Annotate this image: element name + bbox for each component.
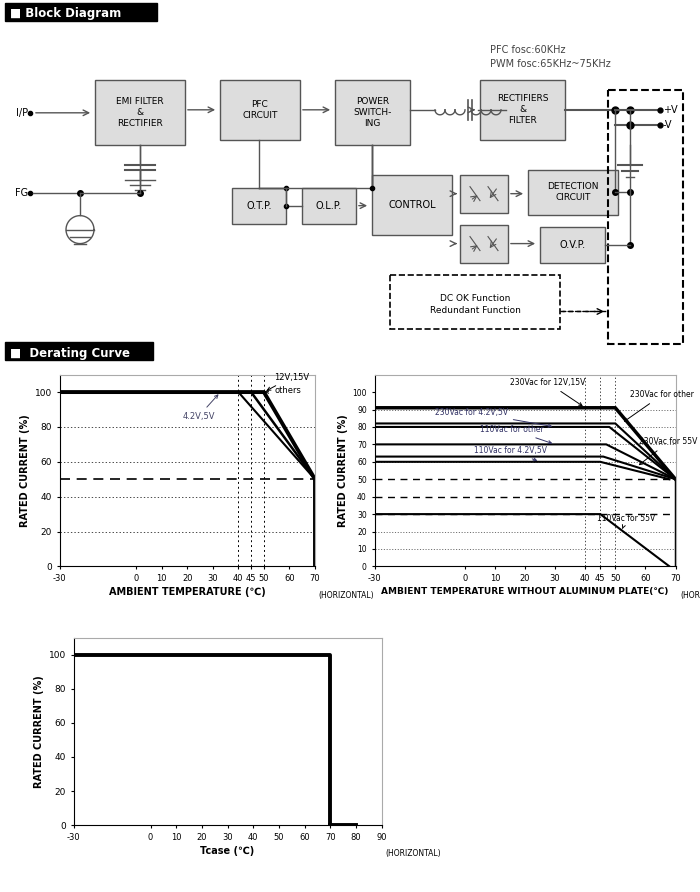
Text: 230Vac for 12V,15V: 230Vac for 12V,15V <box>510 378 585 406</box>
Text: 4.2V,5V: 4.2V,5V <box>182 395 218 421</box>
Text: 110Vac for 55V: 110Vac for 55V <box>597 514 655 529</box>
Bar <box>528 169 618 215</box>
Text: (HORIZONTAL): (HORIZONTAL) <box>318 591 374 599</box>
Text: FG: FG <box>15 187 29 198</box>
Bar <box>372 175 452 235</box>
Text: (HORIZONTAL): (HORIZONTAL) <box>680 591 700 599</box>
Bar <box>335 80 410 145</box>
X-axis label: Tcase (℃): Tcase (℃) <box>200 846 255 856</box>
Text: I/P: I/P <box>16 108 28 118</box>
Bar <box>460 225 508 262</box>
Text: O.V.P.: O.V.P. <box>559 240 586 250</box>
Bar <box>302 187 356 224</box>
Y-axis label: RATED CURRENT (%): RATED CURRENT (%) <box>338 414 348 527</box>
Text: 230Vac for 55V: 230Vac for 55V <box>639 437 698 465</box>
X-axis label: AMBIENT TEMPERATURE WITHOUT ALUMINUM PLATE(℃): AMBIENT TEMPERATURE WITHOUT ALUMINUM PLA… <box>382 587 668 596</box>
Text: ■ Block Diagram: ■ Block Diagram <box>10 7 121 21</box>
Text: 230Vac for 4.2V,5V: 230Vac for 4.2V,5V <box>435 408 552 427</box>
Bar <box>540 227 605 262</box>
Bar <box>5 3 157 21</box>
X-axis label: AMBIENT TEMPERATURE (℃): AMBIENT TEMPERATURE (℃) <box>109 587 265 598</box>
Text: O.T.P.: O.T.P. <box>246 201 272 211</box>
Y-axis label: RATED CURRENT (%): RATED CURRENT (%) <box>34 675 44 788</box>
Text: 110Vac for other: 110Vac for other <box>480 425 552 443</box>
Text: 230Vac for other: 230Vac for other <box>624 391 694 421</box>
Text: EMI FILTER
&
RECTIFIER: EMI FILTER & RECTIFIER <box>116 96 164 128</box>
Text: DC OK Function
Redundant Function: DC OK Function Redundant Function <box>430 294 520 315</box>
Bar <box>390 275 560 329</box>
Text: others: others <box>265 386 301 395</box>
Bar <box>608 90 683 344</box>
Text: CONTROL: CONTROL <box>389 200 436 210</box>
Bar <box>460 175 508 212</box>
Bar <box>95 80 185 145</box>
Text: +V: +V <box>663 105 678 115</box>
Text: -V: -V <box>663 120 673 130</box>
Text: PFC fosc:60KHz
PWM fosc:65KHz~75KHz: PFC fosc:60KHz PWM fosc:65KHz~75KHz <box>490 45 610 69</box>
Y-axis label: RATED CURRENT (%): RATED CURRENT (%) <box>20 414 30 527</box>
Bar <box>232 187 286 224</box>
Text: (HORIZONTAL): (HORIZONTAL) <box>385 849 441 858</box>
Text: 110Vac for 4.2V,5V: 110Vac for 4.2V,5V <box>474 446 547 461</box>
Text: POWER
SWITCH-
ING: POWER SWITCH- ING <box>354 96 392 128</box>
Text: RECTIFIERS
&
FILTER: RECTIFIERS & FILTER <box>497 95 548 126</box>
Bar <box>220 80 300 140</box>
Bar <box>5 342 153 360</box>
Text: DETECTION
CIRCUIT: DETECTION CIRCUIT <box>547 182 598 202</box>
Bar <box>480 80 565 140</box>
Text: O.L.P.: O.L.P. <box>316 201 342 211</box>
Text: PFC
CIRCUIT: PFC CIRCUIT <box>242 100 278 120</box>
Text: 12V,15V: 12V,15V <box>267 373 309 390</box>
Text: ■  Derating Curve: ■ Derating Curve <box>10 346 130 359</box>
